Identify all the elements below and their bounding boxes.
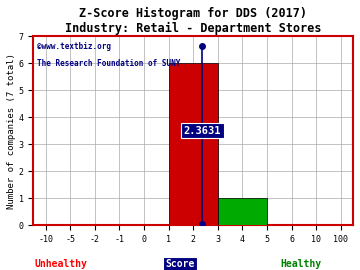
Text: 2.3631: 2.3631: [184, 126, 221, 136]
Text: The Research Foundation of SUNY: The Research Foundation of SUNY: [37, 59, 180, 68]
Bar: [169, 63, 218, 225]
Y-axis label: Number of companies (7 total): Number of companies (7 total): [7, 53, 16, 209]
Text: ©www.textbiz.org: ©www.textbiz.org: [37, 42, 111, 51]
Bar: [218, 198, 267, 225]
Text: Healthy: Healthy: [280, 259, 321, 269]
Text: Score: Score: [165, 259, 195, 269]
Text: Unhealthy: Unhealthy: [35, 259, 87, 269]
Title: Z-Score Histogram for DDS (2017)
Industry: Retail - Department Stores: Z-Score Histogram for DDS (2017) Industr…: [65, 7, 321, 35]
